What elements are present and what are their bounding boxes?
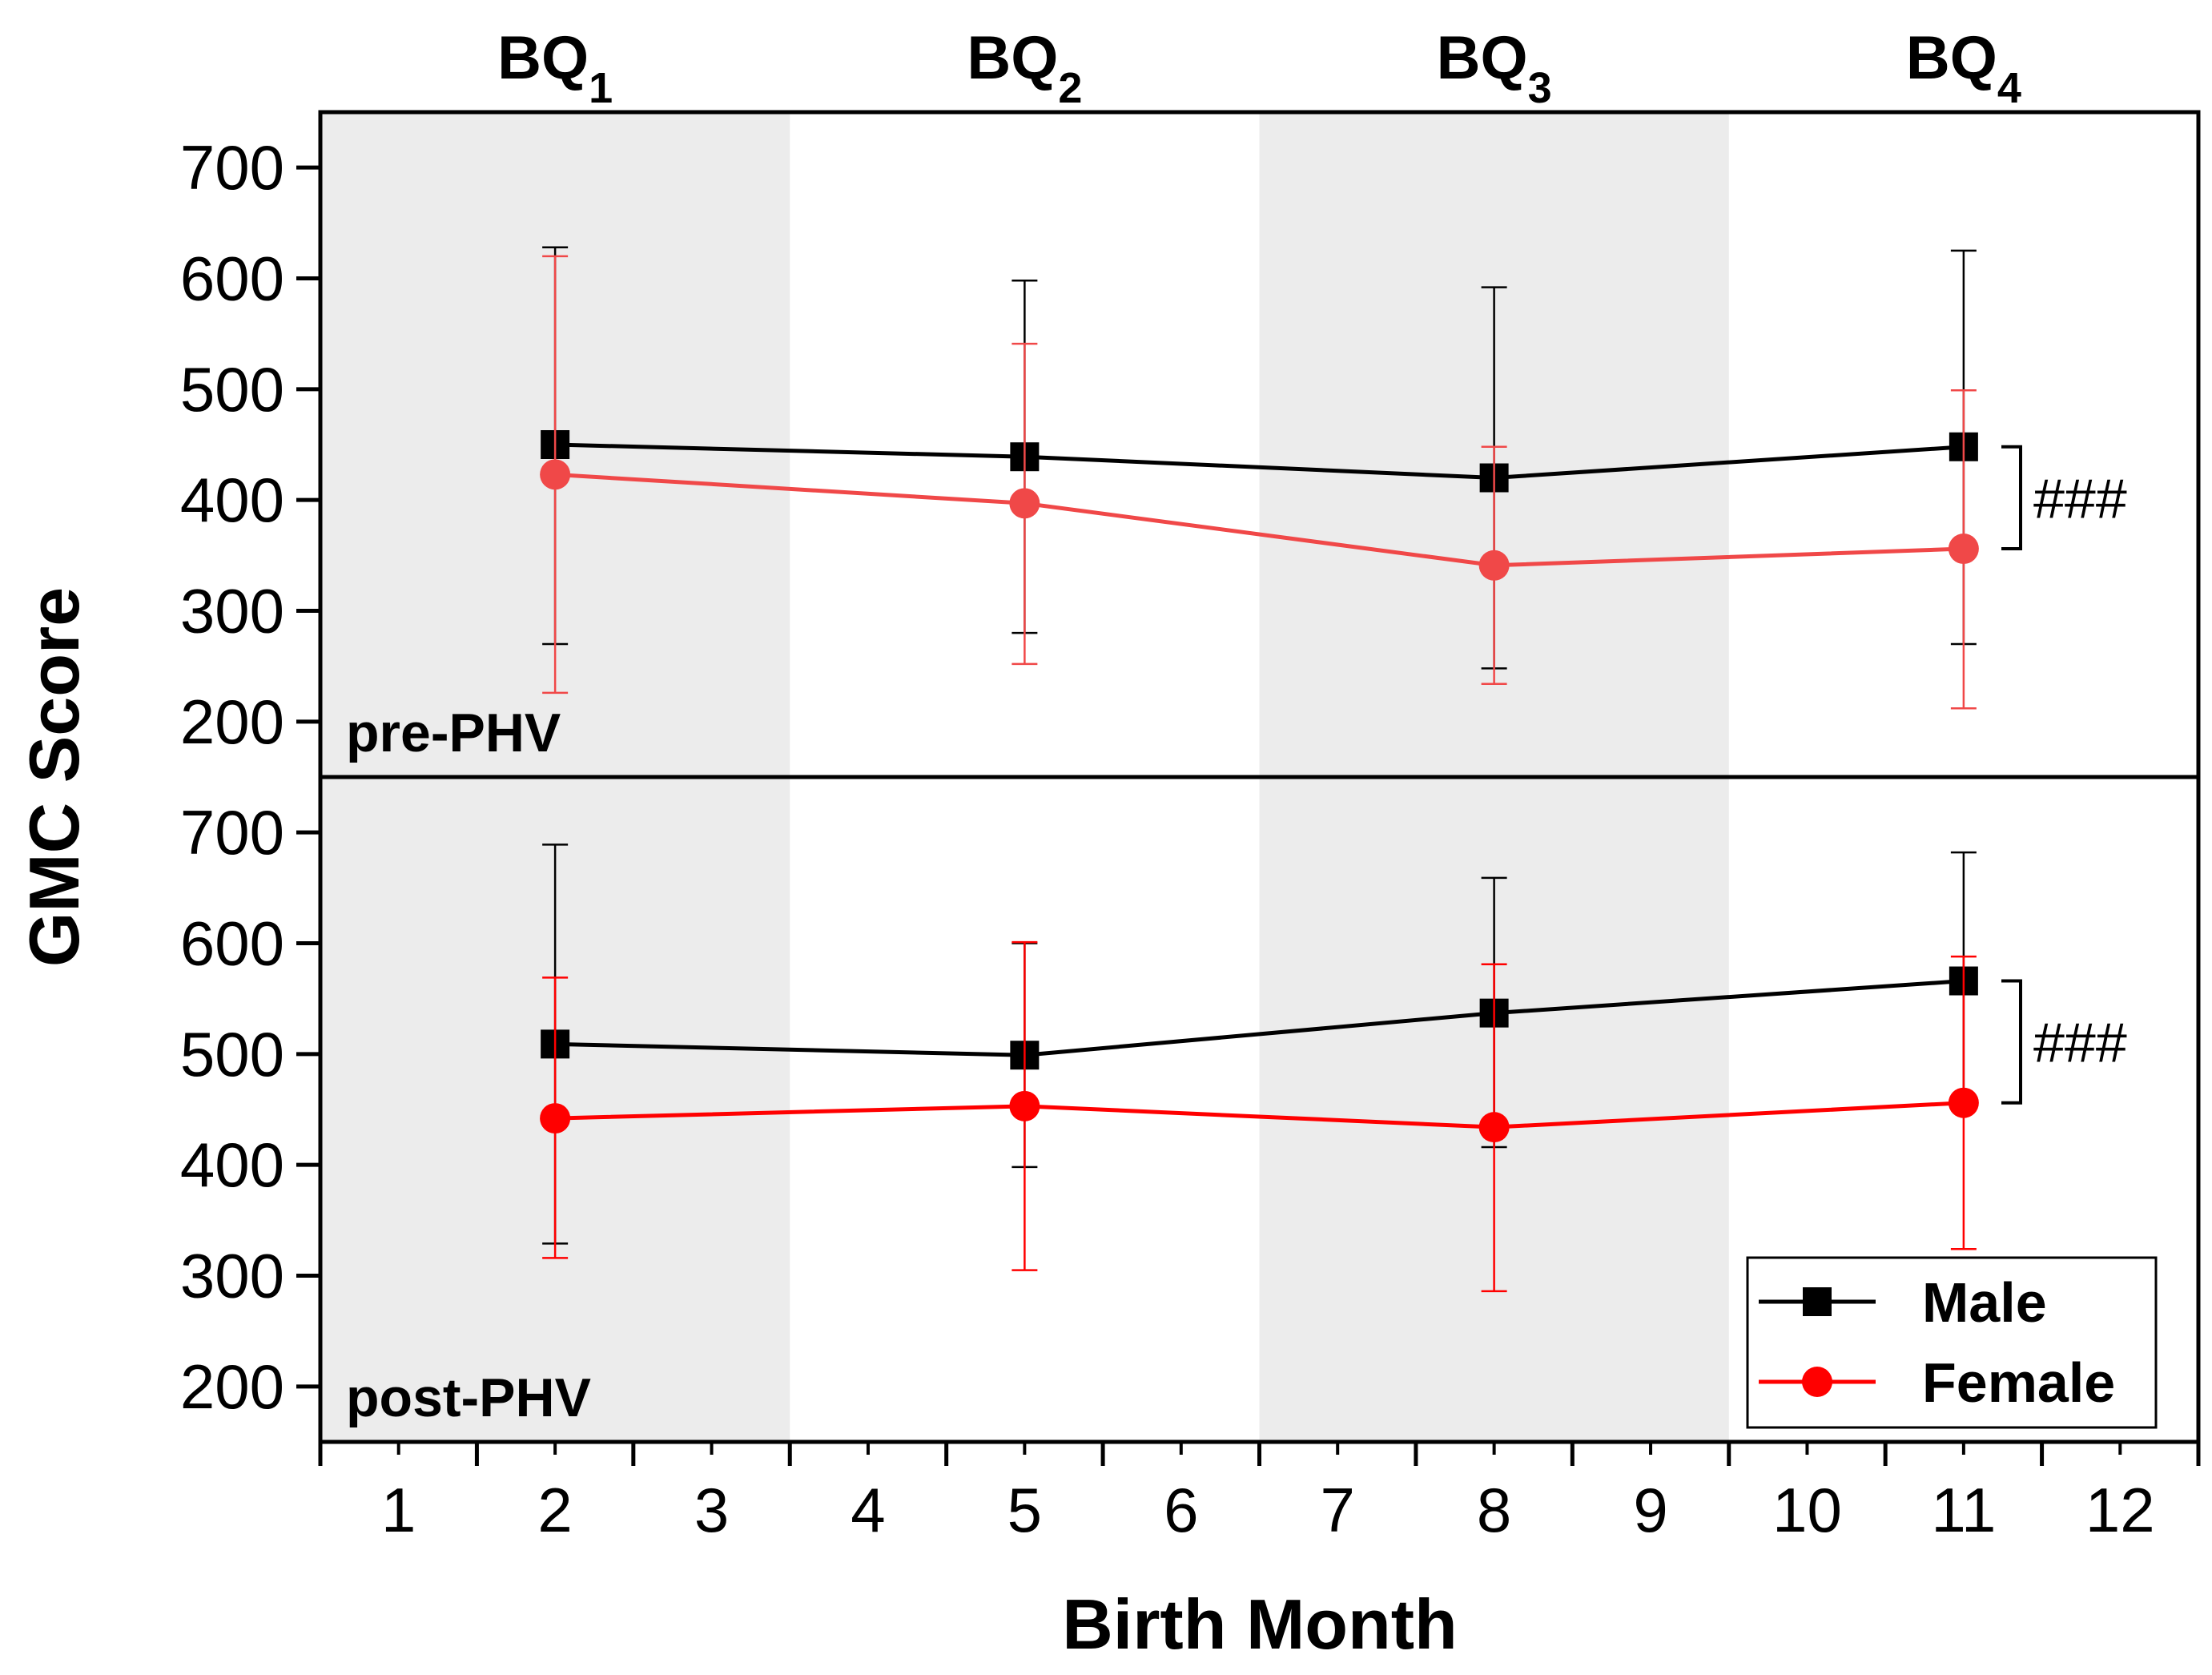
y-axis-title: GMC Score (14, 587, 94, 967)
x-tick-label: 5 (1007, 1475, 1042, 1545)
y-tick-label: 200 (180, 687, 284, 757)
point-female (1009, 1090, 1040, 1121)
quarter-label-2: BQ2 (967, 24, 1082, 112)
legend-label-male: Male (1922, 1271, 2047, 1334)
point-female (1478, 1112, 1510, 1143)
significance-bracket (2001, 445, 2022, 551)
legend-box (1746, 1256, 2158, 1429)
y-tick-label: 600 (180, 244, 284, 314)
y-tick-label: 700 (180, 797, 284, 868)
y-tick-label: 600 (180, 908, 284, 979)
legend-marker-male (1803, 1287, 1832, 1316)
y-tick-label: 300 (180, 1241, 284, 1311)
point-female (540, 459, 571, 490)
quarter-label-4: BQ4 (1906, 24, 2021, 112)
x-tick-label: 12 (2085, 1475, 2155, 1545)
x-tick-label: 3 (694, 1475, 729, 1545)
axes-layer (296, 110, 2201, 1466)
y-tick-label: 300 (180, 576, 284, 646)
quarter-label-1: BQ1 (497, 24, 613, 112)
point-female (1948, 1087, 1979, 1118)
series-line-male (555, 979, 1965, 1057)
x-tick-label: 11 (1931, 1475, 1996, 1545)
legend-marker-female (1802, 1367, 1832, 1397)
y-tick-label: 400 (180, 465, 284, 535)
x-tick-label: 4 (851, 1475, 885, 1545)
series-line-male (555, 442, 1965, 481)
y-tick-label: 200 (180, 1351, 284, 1422)
x-tick-label: 1 (381, 1475, 416, 1545)
point-female (1009, 488, 1040, 519)
significance-bracket (2001, 979, 2022, 1105)
significance-label: ### (2033, 467, 2127, 529)
significance-label: ### (2033, 1012, 2127, 1074)
series-line-female (555, 1101, 1965, 1129)
series-layer (540, 246, 2022, 1293)
y-tick-label: 400 (180, 1129, 284, 1200)
y-tick-label: 700 (180, 132, 284, 203)
y-tick-label: 500 (180, 354, 284, 425)
legend-label-female: Female (1922, 1351, 2115, 1414)
x-tick-label: 2 (537, 1475, 572, 1545)
quarter-label-3: BQ3 (1437, 24, 1552, 112)
series-line-female (554, 472, 1964, 568)
point-female (540, 1103, 571, 1134)
point-female (1948, 534, 1979, 565)
x-tick-label: 10 (1772, 1475, 1842, 1545)
panel-label-pre-phv: pre-PHV (346, 703, 561, 763)
point-female (1478, 550, 1510, 581)
legend: Male Female (1746, 1256, 2158, 1429)
x-tick-label: 9 (1633, 1475, 1667, 1545)
y-tick-label: 500 (180, 1019, 284, 1089)
x-tick-label: 7 (1321, 1475, 1355, 1545)
x-tick-label: 6 (1164, 1475, 1198, 1545)
panel-label-post-phv: post-PHV (346, 1367, 591, 1428)
x-axis-title: Birth Month (1062, 1584, 1458, 1664)
x-tick-label: 8 (1477, 1475, 1511, 1545)
